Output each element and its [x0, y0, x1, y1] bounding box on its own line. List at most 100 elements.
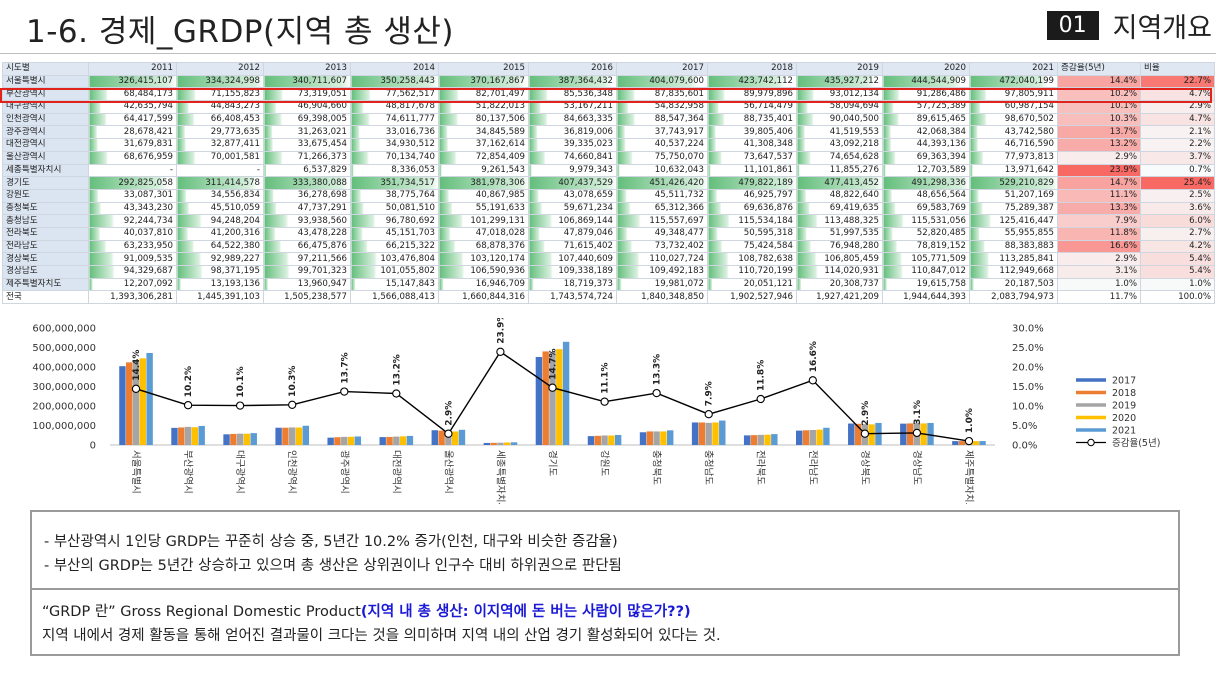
table-cell-region: 대전광역시 — [2, 138, 89, 152]
rate-data-label: 14.7% — [549, 348, 559, 379]
page-title: 1-6. 경제_GRDP(지역 총 생산) — [26, 14, 455, 50]
bar-2020 — [243, 433, 251, 445]
table-cell-value: 340,711,607 — [263, 74, 351, 89]
table-cell-value: 58,094,694 — [796, 100, 883, 114]
table-cell-rate: 16.6% — [1057, 239, 1141, 254]
table-row: 경상북도 91,009,535 92,989,227 97,211,566 103,47… — [2, 252, 1215, 266]
rate-data-label: 11.1% — [601, 362, 611, 393]
bar-2018 — [386, 436, 393, 445]
bar-2020 — [764, 434, 771, 445]
table-cell-value: 88,547,364 — [616, 112, 708, 127]
table-cell-value: 85,536,348 — [528, 87, 617, 102]
table-header-cell: 시도별 — [2, 62, 89, 76]
bar-2020 — [295, 427, 303, 445]
table-cell-value: 19,615,758 — [882, 277, 970, 292]
table-cell-rate: 11.8% — [1057, 226, 1141, 241]
bar-2021 — [614, 435, 622, 445]
table-cell-region: 경상북도 — [2, 252, 89, 266]
table-cell-value: 292,825,058 — [88, 176, 177, 190]
section-name: 지역개요 — [1112, 13, 1212, 44]
table-cell-value: 94,329,687 — [88, 265, 177, 279]
x-tick-label: 부산광역시 — [182, 450, 194, 494]
table-cell-value: 107,440,609 — [528, 252, 617, 266]
bar-2019 — [653, 431, 660, 445]
y-left-tick-label: 600,000,000 — [32, 324, 96, 335]
bar-2020 — [347, 436, 355, 445]
bar-2018 — [126, 362, 133, 445]
rate-data-label: 3.1% — [913, 400, 923, 425]
table-row: 대전광역시 31,679,831 32,877,411 33,675,454 34,93… — [2, 138, 1215, 152]
table-cell-value: 112,949,668 — [969, 265, 1058, 279]
rate-point — [600, 397, 609, 406]
table-cell-ratio: 4.2% — [1140, 239, 1215, 254]
table-cell-value: 1,566,088,413 — [350, 290, 439, 305]
rate-data-label: 11.8% — [757, 360, 767, 391]
y-left-tick-label: 0 — [90, 441, 96, 452]
bar-2021 — [510, 442, 518, 445]
table-cell-value: 11,101,861 — [707, 163, 797, 178]
table-cell-value: 88,383,883 — [969, 239, 1058, 254]
table-cell-value: 113,488,325 — [796, 214, 883, 228]
table-cell-rate: 23.9% — [1057, 163, 1141, 178]
table-row: 부산광역시 68,484,173 71,155,823 73,319,051 77,56… — [2, 87, 1215, 102]
y-right-tick-label: 15.0% — [1012, 382, 1044, 393]
table-cell-value: 13,971,642 — [969, 163, 1058, 178]
bar-2021 — [198, 425, 205, 445]
note-bullet-2: - 부산의 GRDP는 5년간 상승하고 있으며 총 생산은 상위권이나 인구수… — [44, 558, 622, 574]
table-cell-value: 472,040,199 — [969, 74, 1058, 89]
bar-2017 — [900, 423, 907, 445]
bar-2018 — [802, 430, 810, 445]
table-cell-value: 73,647,537 — [707, 150, 797, 165]
bar-2019 — [289, 427, 296, 445]
table-cell-value: 54,832,958 — [616, 100, 708, 114]
table-cell-value: 56,714,479 — [707, 100, 797, 114]
table-cell-value: 52,820,485 — [882, 226, 970, 241]
table-cell-ratio: 2.1% — [1140, 125, 1215, 140]
table-row: 경상남도 94,329,687 98,371,195 99,701,323 101,05… — [2, 265, 1215, 279]
rate-point — [288, 400, 297, 409]
table-cell-value: 93,938,560 — [263, 214, 351, 228]
table-cell-rate: 13.2% — [1057, 138, 1141, 152]
table-cell-ratio: 100.0% — [1140, 290, 1215, 305]
table-cell-value: 98,371,195 — [176, 265, 264, 279]
table-cell-value: 88,735,401 — [707, 112, 797, 127]
table-cell-region: 대구광역시 — [2, 100, 89, 114]
table-cell-value: 15,147,843 — [350, 277, 439, 292]
table-cell-rate: 13.3% — [1057, 201, 1141, 216]
table-cell-value: 407,437,529 — [528, 176, 617, 190]
rate-data-label: 10.2% — [184, 366, 194, 397]
table-cell-value: 55,955,855 — [969, 226, 1058, 241]
bar-2017 — [223, 434, 230, 445]
bar-2017 — [119, 366, 126, 445]
x-tick-label: 충청북도 — [651, 450, 662, 485]
table-cell-rate: 11.1% — [1057, 188, 1141, 203]
table-cell-value: 491,298,336 — [882, 176, 970, 190]
table-cell-value: 75,289,387 — [969, 201, 1058, 216]
table-cell-value: 59,671,234 — [528, 201, 617, 216]
table-cell-value: 51,997,535 — [796, 226, 883, 241]
table-cell-value: 66,215,322 — [350, 239, 439, 254]
table-cell-value: 45,511,732 — [616, 188, 708, 203]
table-header-cell: 2019 — [796, 62, 883, 76]
table-cell-value: 75,424,584 — [707, 239, 797, 254]
bar-2017 — [691, 422, 699, 445]
table-cell-region: 광주광역시 — [2, 125, 89, 140]
table-cell-region: 충청남도 — [2, 214, 89, 228]
table-cell-rate: 10.2% — [1057, 87, 1141, 102]
table-cell-value: 1,944,644,393 — [882, 290, 970, 305]
table-cell-ratio: 2.2% — [1140, 138, 1215, 152]
table-cell-value: 34,930,512 — [350, 138, 439, 152]
rate-point — [756, 394, 765, 404]
bar-2018 — [958, 441, 966, 445]
table-cell-value: 89,615,465 — [882, 112, 970, 127]
x-tick-label: 제주특별자치도 — [963, 450, 975, 504]
table-cell-value: 108,782,638 — [707, 252, 797, 266]
rate-point — [340, 387, 349, 396]
table-cell-value: 66,408,453 — [176, 112, 264, 127]
bar-2020 — [868, 424, 875, 445]
table-cell-rate: 10.3% — [1057, 112, 1141, 127]
table-cell-value: 42,635,794 — [88, 100, 177, 114]
x-tick-label: 대전광역시 — [390, 450, 402, 494]
table-cell-value: 71,615,402 — [528, 239, 617, 254]
table-row: 경기도 292,825,058 311,414,578 333,380,088 351,… — [2, 176, 1215, 190]
